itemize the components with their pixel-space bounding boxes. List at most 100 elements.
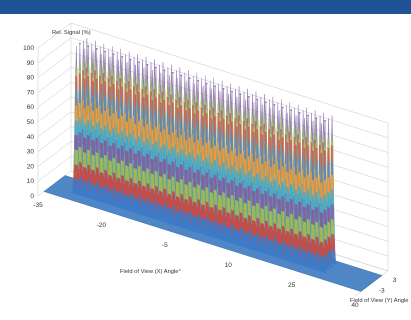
surface-cell [73, 178, 75, 194]
surface-cell [334, 239, 336, 259]
surface-cell [165, 96, 167, 152]
surface-cell [316, 206, 318, 223]
surface-cell [324, 165, 326, 181]
surface-cell [155, 156, 157, 172]
surface-cell [76, 105, 78, 121]
surface-cell [113, 98, 115, 114]
surface-cell [206, 216, 208, 232]
surface-cell [241, 197, 243, 214]
surface-cell [282, 210, 284, 227]
surface-cell [315, 176, 317, 193]
surface-cell [222, 177, 224, 193]
surface-cell [125, 54, 127, 81]
surface-cell [89, 135, 91, 151]
surface-cell [239, 123, 241, 139]
surface-cell [95, 137, 97, 153]
surface-cell [226, 115, 228, 131]
surface-cell [316, 162, 318, 178]
surface-cell [280, 143, 282, 159]
surface-cell [274, 193, 276, 209]
surface-cell [197, 139, 199, 156]
surface-cell [138, 195, 141, 211]
surface-cell [147, 94, 149, 110]
surface-cell [299, 171, 301, 188]
surface-cell [146, 153, 148, 169]
surface-cell [291, 228, 293, 244]
surface-cell [172, 131, 174, 148]
surface-cell [79, 176, 81, 192]
surface-cell [139, 88, 141, 144]
surface-cell [307, 189, 309, 205]
surface-cell [300, 231, 302, 247]
surface-cell [76, 179, 78, 195]
surface-cell [138, 165, 140, 181]
surface-cell [291, 198, 293, 215]
surface-cell [274, 149, 276, 165]
surface-cell [324, 209, 326, 225]
surface-cell [207, 201, 209, 218]
surface-cell [210, 80, 212, 108]
surface-cell [330, 251, 332, 268]
surface-cell [290, 183, 292, 200]
surface-cell [214, 189, 216, 205]
surface-cell [198, 125, 200, 141]
surface-cell [258, 203, 260, 219]
surface-cell [121, 85, 123, 102]
surface-cell [248, 229, 250, 246]
surface-cell [156, 156, 158, 172]
surface-cell [325, 239, 327, 255]
surface-cell [166, 111, 169, 127]
surface-cell [332, 248, 334, 265]
surface-cell [145, 56, 148, 84]
surface-cell [256, 128, 258, 145]
surface-cell [138, 165, 141, 182]
surface-cell [294, 107, 296, 135]
surface-cell [223, 221, 225, 238]
surface-cell [231, 150, 233, 166]
surface-cell [138, 121, 141, 137]
surface-cell [205, 112, 207, 129]
surface-cell [229, 112, 231, 129]
surface-cell [158, 108, 160, 125]
surface-cell [162, 91, 164, 107]
surface-cell [83, 77, 85, 94]
surface-cell [164, 143, 166, 160]
surface-cell [231, 120, 233, 137]
surface-cell [305, 151, 307, 167]
surface-cell [79, 43, 81, 71]
surface-cell [138, 62, 141, 89]
surface-cell [75, 149, 77, 165]
surface-cell [78, 102, 80, 118]
surface-cell [155, 170, 157, 187]
surface-cell [188, 107, 190, 123]
surface-cell [332, 233, 334, 250]
surface-cell [193, 75, 195, 103]
surface-cell [229, 127, 231, 143]
surface-cell [96, 122, 98, 139]
surface-cell [269, 99, 271, 127]
surface-cell [129, 162, 131, 179]
surface-cell [331, 115, 334, 143]
surface-cell [76, 164, 78, 180]
surface-cell [104, 125, 106, 141]
surface-cell [327, 162, 329, 178]
surface-cell [327, 147, 329, 163]
surface-cell [87, 134, 89, 150]
surface-cell [290, 213, 292, 229]
surface-cell [298, 156, 300, 173]
surface-cell [331, 248, 334, 264]
surface-cell [181, 149, 183, 165]
surface-cell [328, 118, 330, 145]
surface-cell [181, 134, 183, 150]
surface-cell [331, 233, 334, 250]
surface-cell [77, 179, 79, 195]
surface-cell [83, 92, 85, 109]
surface-cell [331, 159, 333, 175]
surface-cell [162, 106, 164, 122]
surface-cell [265, 220, 267, 236]
surface-cell [86, 38, 88, 65]
surface-cell [95, 40, 97, 68]
surface-cell [172, 72, 174, 100]
header-bar [0, 0, 411, 14]
surface-cell [121, 100, 123, 117]
